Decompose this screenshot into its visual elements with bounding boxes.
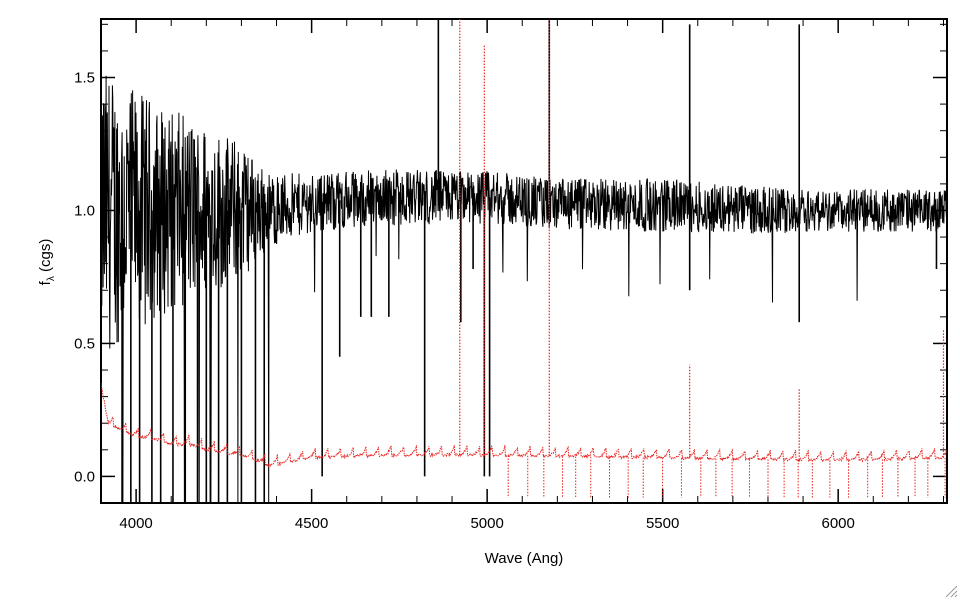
plot-frame (100, 18, 948, 504)
x-tick-label: 5000 (470, 515, 503, 532)
x-tick-label: 5500 (646, 515, 679, 532)
tick-labels: 4000 4500 5000 5500 6000 0.0 0.5 1.0 1.5 (74, 70, 855, 532)
y-tick-label: 1.0 (74, 202, 95, 219)
axes (100, 18, 948, 504)
x-tick-label: 6000 (821, 515, 854, 532)
x-tick-label: 4000 (119, 515, 152, 532)
x-axis-label: Wave (Ang) (485, 550, 564, 567)
error-line (101, 382, 947, 469)
flux-line (101, 65, 947, 503)
plot-area (101, 19, 947, 503)
y-tick-label: 0.5 (74, 335, 95, 352)
y-axis-label: fλ (cgs) (37, 239, 57, 286)
y-tick-label: 0.0 (74, 468, 95, 485)
x-tick-label: 4500 (295, 515, 328, 532)
resize-grip-icon[interactable] (944, 584, 958, 598)
y-tick-label: 1.5 (74, 70, 95, 87)
